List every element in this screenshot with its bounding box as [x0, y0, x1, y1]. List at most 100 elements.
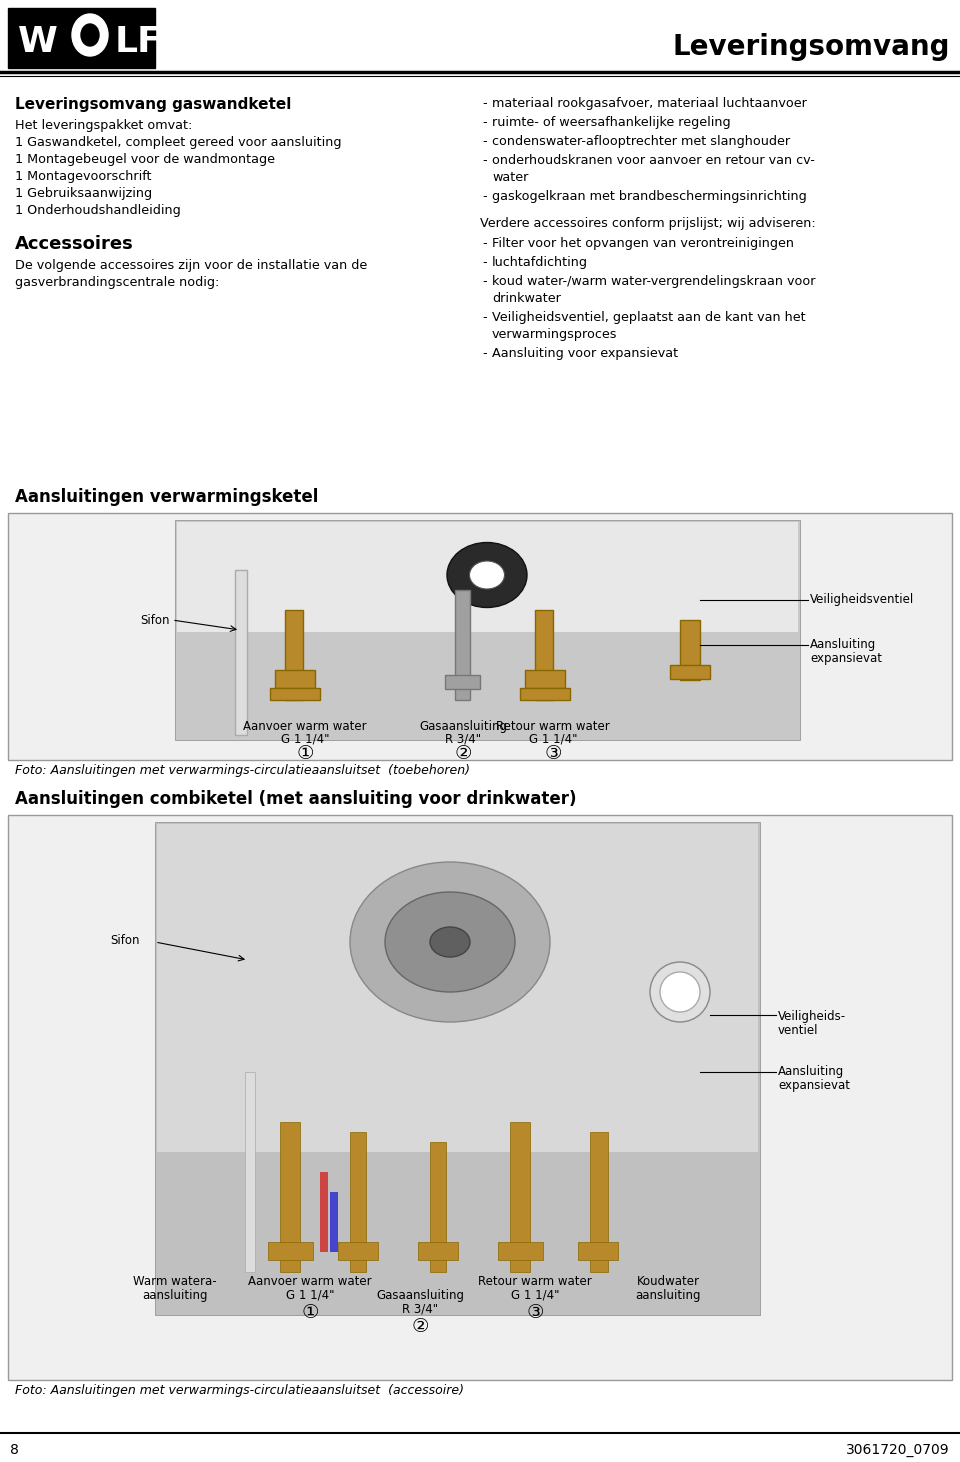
Text: Veiligheids-: Veiligheids- [778, 1010, 846, 1023]
Text: W: W [18, 25, 58, 58]
Text: 1 Montagevoorschrift: 1 Montagevoorschrift [15, 170, 152, 183]
Text: Accessoires: Accessoires [15, 235, 133, 253]
Bar [445, 675, 480, 689]
Text: aansluiting: aansluiting [142, 1289, 207, 1303]
Text: ③: ③ [544, 744, 562, 763]
Ellipse shape [650, 962, 710, 1022]
Text: aansluiting: aansluiting [636, 1289, 701, 1303]
Text: Sifon: Sifon [110, 934, 139, 946]
Bar [535, 610, 553, 700]
Text: Retour warm water: Retour warm water [496, 719, 610, 732]
Text: Leveringsomvang gaswandketel: Leveringsomvang gaswandketel [15, 96, 292, 113]
Ellipse shape [72, 15, 108, 56]
Text: -: - [482, 115, 487, 129]
Bar [350, 1132, 366, 1272]
Text: gasverbrandingscentrale nodig:: gasverbrandingscentrale nodig: [15, 276, 220, 289]
Bar [680, 620, 700, 680]
Text: Aanvoer warm water: Aanvoer warm water [243, 719, 367, 732]
Text: ruimte- of weersafhankelijke regeling: ruimte- of weersafhankelijke regeling [492, 115, 731, 129]
Ellipse shape [447, 542, 527, 608]
Text: Sifon: Sifon [140, 614, 170, 627]
Text: Aansluitingen combiketel (met aansluiting voor drinkwater): Aansluitingen combiketel (met aansluitin… [15, 789, 577, 808]
Ellipse shape [430, 927, 470, 958]
Ellipse shape [81, 23, 99, 45]
Text: G 1 1/4": G 1 1/4" [280, 732, 329, 746]
Ellipse shape [350, 863, 550, 1022]
Text: expansievat: expansievat [778, 1079, 850, 1092]
Text: 3061720_0709: 3061720_0709 [847, 1443, 950, 1458]
Text: ①: ① [297, 744, 314, 763]
Text: 1 Gebruiksaanwijzing: 1 Gebruiksaanwijzing [15, 187, 152, 200]
Ellipse shape [385, 892, 515, 993]
Bar [578, 1243, 618, 1260]
Text: Verdere accessoires conform prijslijst; wij adviseren:: Verdere accessoires conform prijslijst; … [480, 216, 816, 230]
Text: Gasaansluiting: Gasaansluiting [376, 1289, 464, 1303]
Bar [275, 670, 315, 689]
Text: verwarmingsproces: verwarmingsproces [492, 327, 617, 341]
Text: -: - [482, 154, 487, 167]
Bar [8, 814, 952, 1380]
Text: Aansluitingen verwarmingsketel: Aansluitingen verwarmingsketel [15, 488, 319, 506]
Bar [590, 1132, 608, 1272]
Text: -: - [482, 275, 487, 288]
Bar [525, 670, 565, 689]
Bar [235, 570, 247, 735]
Text: -: - [482, 311, 487, 325]
Bar [498, 1243, 543, 1260]
Text: Het leveringspakket omvat:: Het leveringspakket omvat: [15, 118, 192, 132]
Text: G 1 1/4": G 1 1/4" [529, 732, 577, 746]
Bar [430, 1142, 446, 1272]
Text: condenswater-aflooptrechter met slanghouder: condenswater-aflooptrechter met slanghou… [492, 135, 790, 148]
Text: 1 Montagebeugel voor de wandmontage: 1 Montagebeugel voor de wandmontage [15, 154, 275, 167]
Bar [8, 7, 155, 69]
Text: Aanvoer warm water: Aanvoer warm water [249, 1275, 372, 1288]
Text: ①: ① [301, 1303, 319, 1322]
Bar [320, 1173, 328, 1251]
Text: -: - [482, 237, 487, 250]
Text: luchtafdichting: luchtafdichting [492, 256, 588, 269]
Bar [338, 1243, 378, 1260]
Text: -: - [482, 346, 487, 360]
Text: -: - [482, 135, 487, 148]
Text: Retour warm water: Retour warm water [478, 1275, 592, 1288]
Text: Foto: Aansluitingen met verwarmings-circulatieaansluitset  (accessoire): Foto: Aansluitingen met verwarmings-circ… [15, 1385, 464, 1398]
Bar [455, 591, 470, 700]
Text: ventiel: ventiel [778, 1023, 819, 1037]
Text: gaskogelkraan met brandbeschermingsinrichting: gaskogelkraan met brandbeschermingsinric… [492, 190, 806, 203]
Text: expansievat: expansievat [810, 652, 882, 665]
Bar [177, 522, 798, 632]
Text: -: - [482, 256, 487, 269]
Text: ②: ② [454, 744, 471, 763]
Text: materiaal rookgasafvoer, materiaal luchtaanvoer: materiaal rookgasafvoer, materiaal lucht… [492, 96, 806, 110]
Bar [157, 825, 758, 1152]
Text: -: - [482, 190, 487, 203]
Bar [8, 513, 952, 760]
Bar [270, 689, 320, 700]
Text: Aansluiting: Aansluiting [778, 1064, 844, 1077]
Text: Warm watera-: Warm watera- [133, 1275, 217, 1288]
Text: drinkwater: drinkwater [492, 292, 561, 306]
Bar [670, 665, 710, 678]
Text: G 1 1/4": G 1 1/4" [511, 1289, 560, 1303]
Bar [280, 1121, 300, 1272]
Text: 1 Gaswandketel, compleet gereed voor aansluiting: 1 Gaswandketel, compleet gereed voor aan… [15, 136, 342, 149]
Text: ②: ② [411, 1317, 429, 1336]
Text: R 3/4": R 3/4" [402, 1303, 438, 1316]
Text: Veiligheidsventiel, geplaatst aan de kant van het: Veiligheidsventiel, geplaatst aan de kan… [492, 311, 805, 325]
Text: Foto: Aansluitingen met verwarmings-circulatieaansluitset  (toebehoren): Foto: Aansluitingen met verwarmings-circ… [15, 765, 470, 776]
Text: Aansluiting voor expansievat: Aansluiting voor expansievat [492, 346, 678, 360]
Text: De volgende accessoires zijn voor de installatie van de: De volgende accessoires zijn voor de ins… [15, 259, 368, 272]
Text: Leveringsomvang: Leveringsomvang [673, 34, 950, 61]
Text: water: water [492, 171, 528, 184]
Text: 1 Onderhoudshandleiding: 1 Onderhoudshandleiding [15, 205, 180, 216]
Bar [510, 1121, 530, 1272]
Ellipse shape [469, 561, 505, 589]
Text: -: - [482, 96, 487, 110]
Text: Veiligheidsventiel: Veiligheidsventiel [810, 594, 914, 607]
Bar [330, 1192, 338, 1251]
Text: Gasaansluiting: Gasaansluiting [419, 719, 507, 732]
Text: ③: ③ [526, 1303, 543, 1322]
Bar [520, 689, 570, 700]
Text: onderhoudskranen voor aanvoer en retour van cv-: onderhoudskranen voor aanvoer en retour … [492, 154, 815, 167]
Bar [245, 1072, 255, 1272]
